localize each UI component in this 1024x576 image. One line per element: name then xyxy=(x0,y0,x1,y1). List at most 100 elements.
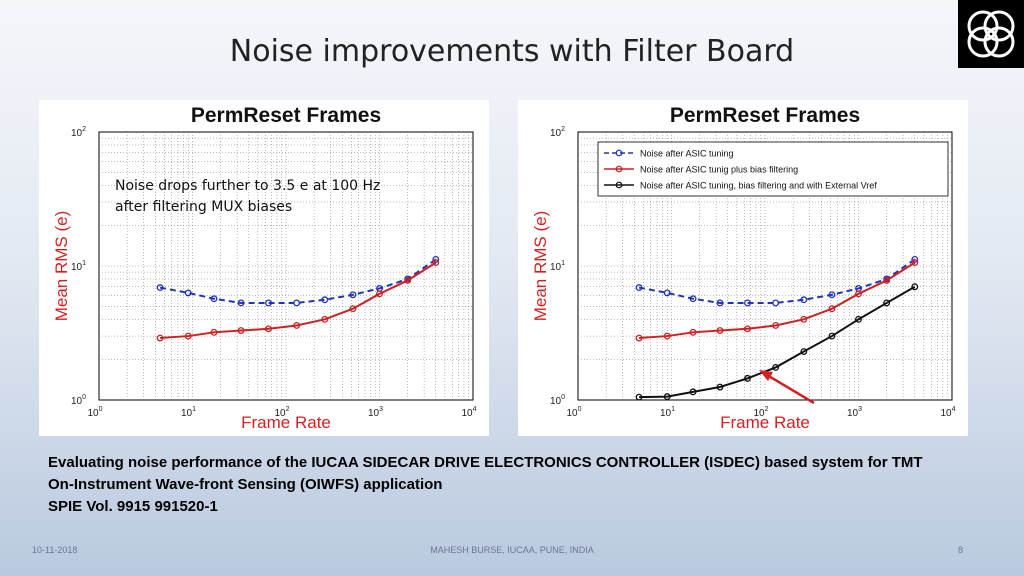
x-tick-exp: 2 xyxy=(765,406,769,413)
data-point xyxy=(237,299,245,307)
footer-page-number: 8 xyxy=(958,545,964,555)
data-point xyxy=(210,295,218,303)
data-point xyxy=(184,289,192,297)
data-point xyxy=(432,259,440,267)
x-tick-base: 10 xyxy=(461,408,473,419)
data-point xyxy=(911,259,919,267)
data-point xyxy=(800,348,808,355)
legend: Noise after ASIC tuning Noise after ASIC … xyxy=(597,141,949,197)
legend-label: Noise after ASIC tuning xyxy=(640,149,734,159)
data-point xyxy=(855,315,862,323)
x-tick-exp: 2 xyxy=(286,406,290,413)
y-tick-exp: 2 xyxy=(82,126,86,133)
data-point xyxy=(772,299,780,307)
data-point xyxy=(663,393,671,401)
data-point xyxy=(883,299,891,307)
x-tick-base: 10 xyxy=(87,408,99,419)
data-point xyxy=(689,295,697,303)
x-tick-label: 101 xyxy=(181,406,196,419)
y-tick-exp: 1 xyxy=(561,260,565,267)
y-tick-label: 100 xyxy=(71,394,86,407)
data-point xyxy=(744,374,751,382)
y-tick-label: 100 xyxy=(550,394,565,407)
data-point xyxy=(321,296,329,304)
y-tick-base: 10 xyxy=(550,396,562,407)
x-tick-exp: 1 xyxy=(192,406,196,413)
data-point xyxy=(156,284,164,292)
data-point xyxy=(883,277,891,284)
legend-marker xyxy=(615,181,623,189)
x-tick-label: 103 xyxy=(847,406,862,419)
series-line xyxy=(160,261,437,340)
data-point xyxy=(800,315,808,323)
x-tick-label: 104 xyxy=(940,406,955,419)
data-point xyxy=(828,305,836,313)
y-axis-label: Mean RMS (e) xyxy=(52,211,71,322)
data-point xyxy=(210,328,218,336)
x-tick-label: 101 xyxy=(660,406,675,419)
data-point xyxy=(293,299,301,307)
data-point xyxy=(855,290,862,298)
series-1 xyxy=(156,255,440,307)
caption-line-1: Evaluating noise performance of the IUCA… xyxy=(48,454,923,471)
data-point xyxy=(635,334,643,342)
data-point xyxy=(828,332,836,340)
y-tick-base: 10 xyxy=(550,128,562,139)
data-point xyxy=(911,283,919,291)
series-2 xyxy=(635,259,919,342)
x-tick-label: 100 xyxy=(566,406,581,419)
x-tick-exp: 4 xyxy=(473,406,477,413)
logo xyxy=(958,0,1024,68)
y-tick-label: 102 xyxy=(71,126,86,139)
series-line xyxy=(638,258,916,304)
annotation-arrow xyxy=(759,370,815,405)
y-tick-base: 10 xyxy=(550,262,562,273)
chart-title: PermReset Frames xyxy=(191,104,381,127)
legend-marker xyxy=(615,165,623,173)
x-tick-base: 10 xyxy=(368,408,380,419)
caption-line-2: On-Instrument Wave-front Sensing (OIWFS)… xyxy=(48,476,443,493)
y-tick-base: 10 xyxy=(71,128,83,139)
data-point xyxy=(635,284,643,292)
x-tick-exp: 3 xyxy=(858,406,862,413)
y-tick-exp: 0 xyxy=(82,394,86,401)
y-axis-label: Mean RMS (e) xyxy=(531,211,550,322)
data-point xyxy=(404,277,412,284)
data-point xyxy=(349,291,357,299)
data-point xyxy=(800,296,808,304)
data-point xyxy=(744,299,751,307)
chart-left: PermReset Frames 100 101 102 103 104 100 101 102… xyxy=(39,100,489,436)
x-tick-exp: 0 xyxy=(99,406,103,413)
data-point xyxy=(184,332,192,340)
y-tick-label: 101 xyxy=(550,260,565,273)
data-point xyxy=(321,315,329,323)
series-line xyxy=(639,261,916,340)
x-tick-exp: 3 xyxy=(379,406,383,413)
data-point xyxy=(716,383,724,391)
data-point xyxy=(376,290,383,298)
slide-caption: Evaluating noise performance of the IUCA… xyxy=(48,452,1008,518)
y-tick-exp: 1 xyxy=(82,260,86,267)
x-tick-base: 10 xyxy=(847,408,859,419)
data-point xyxy=(265,325,272,333)
data-point xyxy=(911,255,919,263)
data-point xyxy=(349,305,357,313)
series-2 xyxy=(156,259,440,342)
y-tick-exp: 2 xyxy=(561,126,565,133)
series-1 xyxy=(635,255,919,307)
data-point xyxy=(772,322,780,329)
data-point xyxy=(432,255,440,263)
x-tick-base: 10 xyxy=(566,408,578,419)
x-tick-exp: 4 xyxy=(952,406,956,413)
data-point xyxy=(828,291,836,299)
legend-label: Noise after ASIC tuning, bias filtering … xyxy=(640,181,877,191)
annotation-line-1: Noise drops further to 3.5 e at 100 Hz xyxy=(115,178,381,194)
chart-right: PermReset Frames 100 101 102 103 104 100 101 102… xyxy=(518,100,968,436)
annotation-line-2: after filtering MUX biases xyxy=(115,199,293,215)
data-point xyxy=(716,327,724,334)
x-axis-label: Frame Rate xyxy=(720,413,810,432)
data-point xyxy=(635,393,643,401)
x-tick-label: 100 xyxy=(87,406,102,419)
series-line xyxy=(639,285,916,399)
